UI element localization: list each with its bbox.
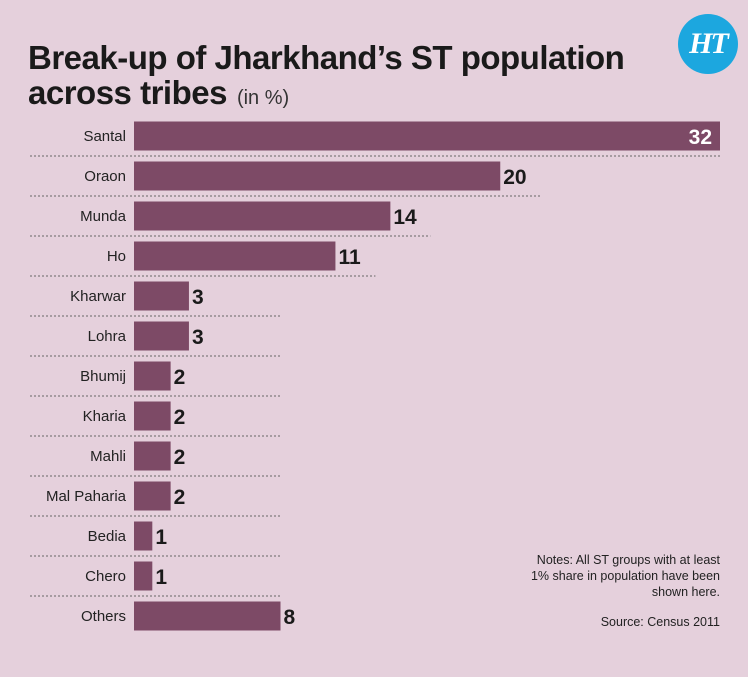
category-label: Oraon xyxy=(84,168,126,185)
value-label: 3 xyxy=(192,286,204,309)
category-label: Lohra xyxy=(88,328,127,345)
chart-unit: (in %) xyxy=(236,87,290,109)
value-label: 2 xyxy=(174,446,186,469)
value-label: 1 xyxy=(155,526,167,549)
bar xyxy=(134,201,391,231)
bar xyxy=(134,521,153,551)
bar xyxy=(134,281,189,311)
value-label: 2 xyxy=(174,366,186,389)
bar xyxy=(134,561,153,591)
value-label: 3 xyxy=(192,326,204,349)
chart-title: Break-up of Jharkhand’s ST population ac… xyxy=(28,40,668,116)
category-label: Munda xyxy=(80,208,127,225)
chart-title-text: Break-up of Jharkhand’s ST population ac… xyxy=(28,39,625,111)
bar xyxy=(134,481,171,511)
bar xyxy=(134,241,336,271)
value-label: 20 xyxy=(503,166,526,189)
value-label: 8 xyxy=(284,606,296,629)
bar xyxy=(134,441,171,471)
bar xyxy=(134,161,501,191)
bar xyxy=(134,321,189,351)
bar xyxy=(134,361,171,391)
category-label: Kharwar xyxy=(70,288,126,305)
category-label: Others xyxy=(81,608,126,625)
value-label: 2 xyxy=(174,406,186,429)
category-label: Chero xyxy=(85,568,126,585)
category-label: Mahli xyxy=(90,448,126,465)
category-label: Santal xyxy=(83,128,126,145)
ht-logo-text: HT xyxy=(689,27,729,60)
bar xyxy=(134,401,171,431)
category-label: Mal Paharia xyxy=(46,488,127,505)
ht-logo: HT xyxy=(678,14,738,74)
chart-notes: Notes: All ST groups with at least 1% sh… xyxy=(530,553,720,599)
bar xyxy=(134,121,720,151)
value-label: 32 xyxy=(689,126,712,149)
category-label: Bedia xyxy=(88,528,127,545)
bar xyxy=(134,601,281,631)
value-label: 14 xyxy=(393,206,417,229)
value-label: 11 xyxy=(338,246,361,269)
value-label: 1 xyxy=(155,566,167,589)
category-label: Bhumij xyxy=(80,368,126,385)
category-label: Ho xyxy=(107,248,126,265)
category-label: Kharia xyxy=(83,408,127,425)
value-label: 2 xyxy=(174,486,186,509)
chart-source: Source: Census 2011 xyxy=(600,615,720,629)
